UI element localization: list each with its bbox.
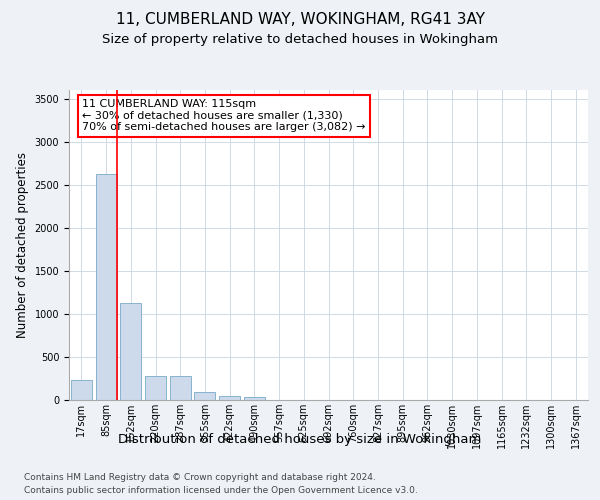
Text: Contains public sector information licensed under the Open Government Licence v3: Contains public sector information licen… [24,486,418,495]
Text: 11 CUMBERLAND WAY: 115sqm
← 30% of detached houses are smaller (1,330)
70% of se: 11 CUMBERLAND WAY: 115sqm ← 30% of detac… [82,100,365,132]
Bar [219,396,240,400]
Bar [71,380,92,400]
Y-axis label: Number of detached properties: Number of detached properties [16,152,29,338]
Bar [194,392,215,400]
Text: Contains HM Land Registry data © Crown copyright and database right 2024.: Contains HM Land Registry data © Crown c… [24,472,376,482]
Bar [120,302,141,400]
Bar [170,376,191,400]
Text: 11, CUMBERLAND WAY, WOKINGHAM, RG41 3AY: 11, CUMBERLAND WAY, WOKINGHAM, RG41 3AY [115,12,485,28]
Bar [145,376,166,400]
Text: Distribution of detached houses by size in Wokingham: Distribution of detached houses by size … [118,432,482,446]
Bar [244,398,265,400]
Bar [95,174,116,400]
Text: Size of property relative to detached houses in Wokingham: Size of property relative to detached ho… [102,32,498,46]
